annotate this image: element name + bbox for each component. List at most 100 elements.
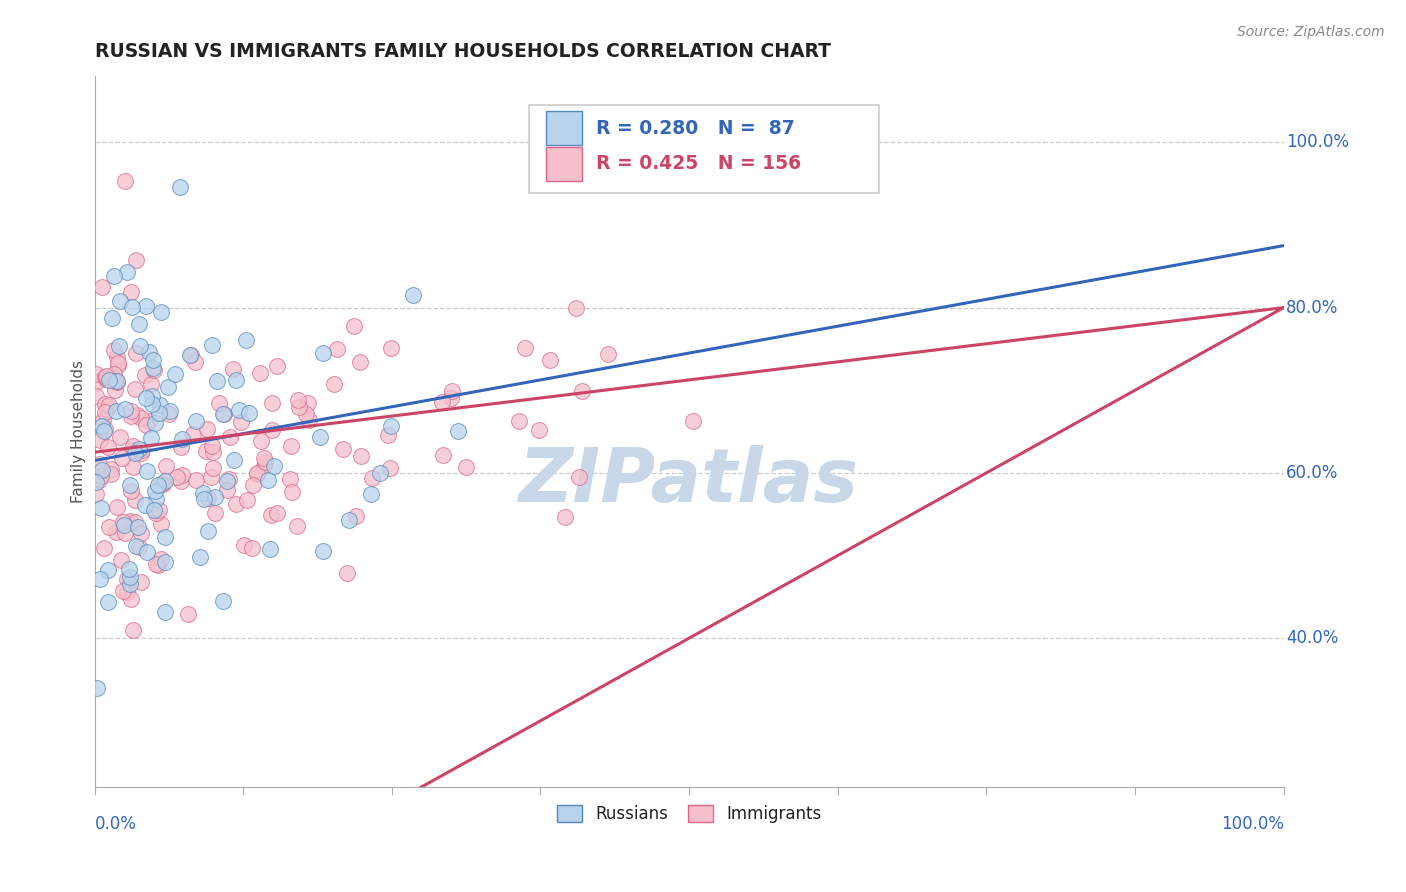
Point — [197, 421, 219, 435]
Point — [179, 348, 201, 362]
Point — [142, 363, 165, 377]
Point — [89, 434, 111, 448]
Point — [91, 413, 114, 427]
Point — [336, 566, 359, 581]
Point — [105, 375, 128, 389]
Point — [100, 462, 122, 476]
Point — [332, 442, 354, 456]
Point — [337, 513, 360, 527]
Point — [142, 352, 165, 367]
Point — [93, 397, 115, 411]
Point — [242, 478, 264, 492]
Point — [110, 553, 132, 567]
Point — [153, 474, 176, 488]
Point — [218, 430, 240, 444]
Point — [103, 368, 125, 382]
Text: 80.0%: 80.0% — [1286, 299, 1339, 317]
Point — [201, 439, 224, 453]
Point — [120, 409, 142, 424]
Point — [107, 374, 129, 388]
Point — [135, 391, 157, 405]
Point — [325, 342, 347, 356]
Point — [84, 389, 107, 403]
Point — [120, 285, 142, 299]
Point — [124, 382, 146, 396]
Point — [128, 317, 150, 331]
Point — [129, 525, 152, 540]
Point — [229, 415, 252, 429]
Point — [246, 467, 269, 481]
Point — [121, 439, 143, 453]
Point — [135, 545, 157, 559]
Point — [197, 491, 219, 505]
Point — [131, 446, 153, 460]
Point — [159, 404, 181, 418]
Point — [155, 458, 177, 473]
Point — [121, 300, 143, 314]
Point — [225, 497, 247, 511]
Point — [153, 605, 176, 619]
Text: R = 0.425   N = 156: R = 0.425 N = 156 — [596, 154, 801, 173]
Point — [202, 445, 225, 459]
Point — [228, 403, 250, 417]
Point — [527, 423, 550, 437]
Point — [554, 509, 576, 524]
Point — [114, 402, 136, 417]
Point — [204, 506, 226, 520]
Point — [344, 509, 367, 524]
Point — [380, 341, 402, 355]
Point — [150, 516, 173, 531]
Point — [124, 446, 146, 460]
Point — [440, 391, 463, 405]
Point — [108, 430, 131, 444]
Point — [280, 439, 302, 453]
Point — [155, 530, 177, 544]
Point — [222, 362, 245, 376]
Point — [125, 408, 148, 422]
Point — [177, 607, 200, 622]
FancyBboxPatch shape — [547, 111, 582, 145]
Point — [200, 470, 222, 484]
Point — [120, 592, 142, 607]
Point — [148, 406, 170, 420]
Point — [86, 681, 108, 695]
Point — [246, 466, 269, 480]
Point — [170, 441, 193, 455]
Point — [350, 450, 373, 464]
Point — [128, 442, 150, 456]
Point — [446, 424, 468, 438]
Text: 60.0%: 60.0% — [1286, 464, 1339, 482]
Point — [402, 288, 425, 302]
Point — [309, 430, 332, 444]
Point — [280, 472, 302, 486]
Point — [145, 491, 167, 506]
Text: 100.0%: 100.0% — [1286, 133, 1348, 152]
Point — [93, 541, 115, 556]
Point — [134, 498, 156, 512]
Text: Source: ZipAtlas.com: Source: ZipAtlas.com — [1237, 25, 1385, 39]
Point — [165, 367, 187, 381]
Point — [146, 558, 169, 573]
Point — [146, 478, 169, 492]
Point — [312, 346, 335, 360]
Point — [235, 333, 257, 347]
Point — [135, 299, 157, 313]
Point — [107, 358, 129, 372]
Point — [170, 474, 193, 488]
Point — [100, 467, 122, 482]
Point — [250, 434, 273, 449]
Point — [90, 468, 112, 483]
Point — [215, 474, 238, 488]
Point — [93, 422, 115, 436]
Point — [115, 265, 138, 279]
Point — [143, 417, 166, 431]
Point — [194, 444, 217, 458]
Point — [150, 477, 173, 491]
Point — [120, 484, 142, 499]
Point — [596, 347, 619, 361]
Point — [349, 354, 371, 368]
Text: 100.0%: 100.0% — [1220, 815, 1284, 833]
Point — [238, 406, 260, 420]
Point — [361, 471, 384, 485]
Point — [432, 448, 454, 462]
